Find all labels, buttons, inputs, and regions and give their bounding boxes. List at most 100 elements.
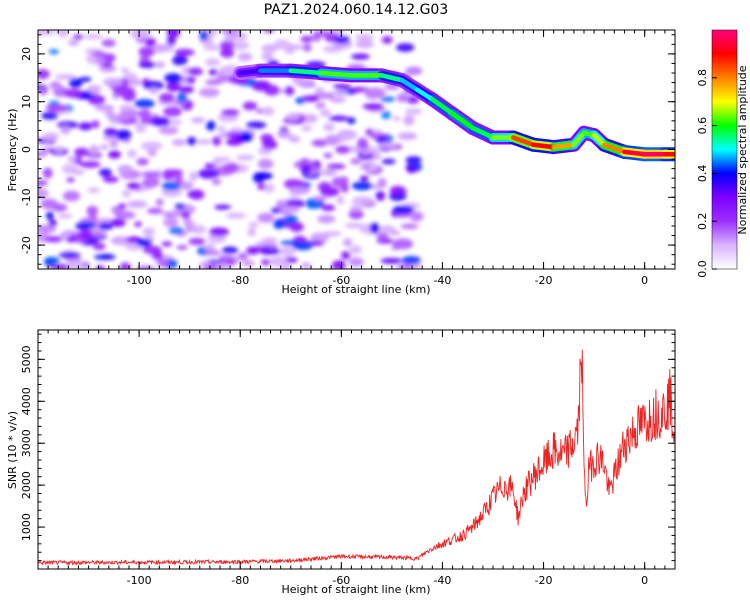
x-tick-label: -80 [231, 574, 249, 587]
noise-blob [261, 44, 278, 53]
noise-blob [64, 88, 84, 99]
noise-blob [403, 114, 415, 126]
y-tick-label: 20 [20, 47, 33, 61]
noise-blob [315, 101, 326, 109]
noise-blob [109, 114, 131, 121]
colorbar-tick-label: 0.4 [696, 165, 709, 183]
ridge-core-segment [531, 142, 556, 150]
noise-blob [188, 237, 206, 246]
noise-blob [58, 252, 81, 258]
noise-blob [320, 168, 338, 177]
noise-blob [68, 39, 79, 46]
noise-blob [247, 228, 256, 237]
x-tick-label: -100 [127, 274, 152, 287]
noise-blob [317, 214, 336, 224]
ridge-core-segment [601, 142, 627, 155]
colorbar-tick-label: 0.8 [696, 69, 709, 87]
noise-blob [219, 47, 235, 58]
noise-blob [225, 137, 243, 146]
noise-blob [248, 221, 260, 228]
noise-blob [362, 162, 371, 169]
noise-blob [62, 164, 79, 174]
noise-blob [92, 51, 107, 57]
noise-blob [136, 157, 149, 166]
noise-blob [155, 198, 164, 207]
noise-blob [163, 106, 182, 117]
noise-blob [67, 155, 77, 163]
noise-blob [95, 265, 105, 269]
noise-blob [246, 246, 260, 255]
noise-blob [161, 181, 182, 191]
noise-blob [351, 53, 370, 60]
noise-blob [186, 136, 197, 146]
colorbar-label: Normalized spectral amplitude [736, 65, 749, 234]
noise-blob [344, 222, 364, 229]
noise-blob [122, 189, 131, 198]
noise-blob [257, 182, 267, 191]
noise-blob [199, 30, 208, 41]
noise-blob [348, 209, 364, 220]
noise-blob [376, 232, 389, 240]
ridge-core-segment [470, 125, 496, 140]
noise-blob [359, 175, 369, 182]
noise-blob [68, 77, 83, 88]
noise-blob [62, 190, 81, 202]
noise-blob [316, 92, 334, 100]
noise-blob [335, 145, 351, 154]
noise-blob [176, 92, 187, 103]
noise-blob [381, 111, 392, 120]
noise-blob [91, 230, 101, 237]
noise-blob [357, 137, 368, 149]
noise-blob [261, 106, 275, 116]
noise-blob [396, 43, 415, 52]
noise-blob [45, 104, 68, 112]
noise-blob [221, 30, 241, 36]
noise-blob [98, 222, 114, 231]
noise-blob [205, 79, 222, 86]
noise-blob [209, 227, 229, 237]
noise-blob [406, 95, 420, 104]
noise-blob [397, 132, 418, 141]
noise-blob [331, 90, 349, 96]
noise-blob [176, 244, 188, 250]
noise-blob [263, 30, 274, 34]
noise-blob [216, 125, 226, 132]
noise-blob [293, 77, 315, 87]
noise-blob [174, 48, 195, 57]
noise-blob [98, 168, 112, 177]
noise-blob [86, 205, 99, 216]
noise-blob [323, 152, 333, 159]
noise-blob [198, 87, 220, 98]
noise-blob [135, 122, 147, 134]
noise-blob [51, 83, 60, 91]
noise-blob [261, 139, 278, 150]
noise-blob [54, 74, 76, 80]
noise-blob [161, 187, 183, 197]
noise-blob [396, 93, 409, 103]
noise-blob [284, 86, 295, 96]
noise-blob [273, 39, 291, 50]
noise-blob [142, 176, 160, 188]
noise-blob [348, 257, 364, 267]
noise-blob [324, 134, 340, 146]
noise-blob [302, 43, 312, 52]
noise-blob [142, 245, 162, 255]
noise-blob [75, 222, 96, 229]
noise-blob [134, 221, 143, 228]
noise-blob [221, 109, 240, 116]
noise-blob [355, 34, 374, 41]
ridge-core-segment [379, 73, 405, 83]
noise-blob [392, 115, 401, 122]
noise-blob [264, 183, 275, 194]
noise-blob [117, 164, 133, 175]
noise-blob [162, 211, 179, 218]
noise-blob [333, 83, 351, 90]
noise-blob [214, 204, 232, 210]
noise-blob [208, 68, 218, 76]
colorbar-strip [711, 29, 738, 270]
noise-blob [375, 190, 386, 201]
noise-blob [45, 211, 54, 220]
y-tick-label: 1000 [20, 513, 33, 541]
noise-blob [112, 86, 135, 97]
